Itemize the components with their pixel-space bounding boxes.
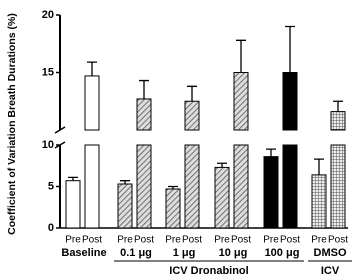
bar-lower-part — [136, 144, 152, 229]
group-label: 0.1 μg — [120, 247, 152, 259]
error-bar — [120, 180, 130, 185]
y-tick-label: 0 — [48, 222, 54, 234]
error-bar — [187, 85, 197, 102]
y-tick-label: 10 — [42, 139, 54, 151]
x-tick-label: Pre — [65, 235, 81, 246]
x-tick-label: Post — [328, 235, 348, 246]
bar — [117, 183, 133, 229]
x-tick-label: Post — [231, 235, 251, 246]
x-tick-label: Post — [82, 235, 102, 246]
error-bar — [314, 158, 324, 175]
bar-lower-part — [184, 144, 200, 229]
bar — [165, 188, 181, 229]
x-tick-label: Pre — [117, 235, 133, 246]
bar — [282, 72, 298, 131]
group-label: DMSO — [314, 247, 347, 259]
bar — [184, 100, 200, 131]
bar — [263, 156, 279, 229]
bar — [330, 111, 346, 131]
error-bar — [285, 25, 295, 73]
group-label: 1 μg — [173, 247, 196, 259]
error-bar — [266, 148, 276, 157]
y-tick-label: 20 — [42, 9, 54, 21]
group-span-label: ICV Dronabinol — [169, 265, 248, 277]
bar — [65, 180, 81, 229]
bar — [233, 72, 249, 131]
x-tick-label: Post — [182, 235, 202, 246]
error-bar — [68, 176, 78, 181]
y-tick-label: 5 — [48, 180, 54, 192]
bar-lower-part — [330, 144, 346, 229]
error-bar — [168, 185, 178, 189]
group-label: 10 μg — [219, 247, 248, 259]
error-bar — [87, 61, 97, 76]
x-tick-label: Pre — [311, 235, 327, 246]
bar — [136, 98, 152, 131]
x-tick-label: Post — [280, 235, 300, 246]
x-tick-label: Pre — [263, 235, 279, 246]
error-bar — [217, 162, 227, 168]
y-axis-title: Coefficient of Variation Breath Duration… — [6, 13, 18, 235]
error-bar — [139, 79, 149, 99]
error-bar — [236, 39, 246, 73]
bar-lower-part — [282, 144, 298, 229]
error-bar — [333, 100, 343, 112]
x-tick-label: Post — [134, 235, 154, 246]
bar-lower-part — [84, 144, 100, 229]
y-tick-label: 15 — [42, 66, 54, 78]
bar — [311, 174, 327, 229]
group-label: 100 μg — [265, 247, 300, 259]
x-tick-label: Pre — [165, 235, 181, 246]
bar-lower-part — [233, 144, 249, 229]
bar — [84, 75, 100, 131]
group-span-label: ICV — [321, 265, 340, 277]
x-tick-label: Pre — [214, 235, 230, 246]
bar — [214, 166, 230, 229]
group-label: Baseline — [61, 247, 106, 259]
